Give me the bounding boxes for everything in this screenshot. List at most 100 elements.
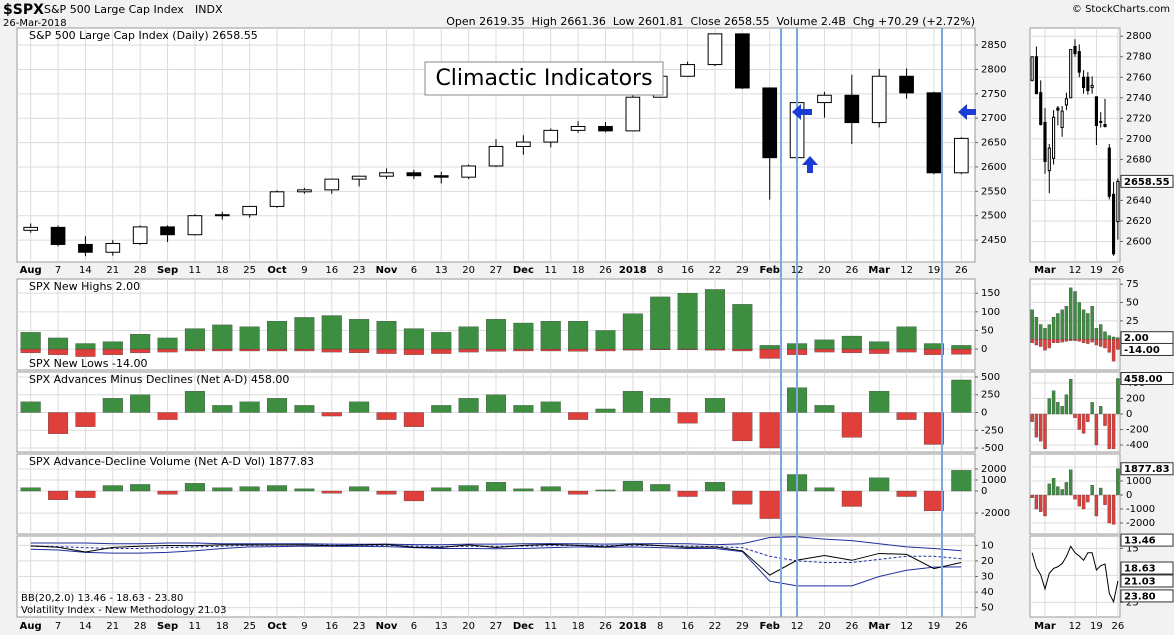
bar xyxy=(650,296,671,350)
candle-body xyxy=(871,75,887,124)
y-tick-label: 2550 xyxy=(981,186,1006,197)
panel-content xyxy=(17,28,975,262)
candle-body xyxy=(899,75,914,94)
bar xyxy=(1030,309,1034,340)
bar xyxy=(1086,413,1090,422)
bar xyxy=(75,490,96,498)
band-line xyxy=(30,536,962,552)
arrow xyxy=(792,104,812,120)
bar xyxy=(349,319,370,350)
bar xyxy=(595,330,616,350)
y-tick-label: 25 xyxy=(1126,316,1139,327)
candle-body xyxy=(1069,49,1073,99)
price-marker xyxy=(1120,561,1174,575)
candle-body xyxy=(1034,56,1039,95)
y-tick-label: 0 xyxy=(981,407,987,418)
candle-body xyxy=(735,33,750,89)
bar xyxy=(1039,494,1043,512)
line xyxy=(1031,545,1119,604)
x-tick-label: 16 xyxy=(325,265,338,276)
x-tick-label: 23 xyxy=(353,265,366,276)
x-tick-label: 26 xyxy=(599,621,612,632)
bar xyxy=(1047,398,1051,415)
bar xyxy=(951,345,972,350)
candle-body xyxy=(297,189,312,193)
bar xyxy=(48,348,69,355)
y-tick-label: 0 xyxy=(981,344,987,355)
bar xyxy=(239,401,260,413)
y-tick-label: 20 xyxy=(981,556,994,567)
candle-body xyxy=(23,226,39,231)
bar xyxy=(869,391,890,413)
bar xyxy=(1103,413,1107,426)
x-tick-label: 22 xyxy=(709,621,722,632)
bar xyxy=(677,293,698,350)
bar xyxy=(595,408,616,413)
x-tick-label: Aug xyxy=(20,265,42,276)
bar xyxy=(1073,339,1077,341)
bar xyxy=(1060,489,1064,496)
bar xyxy=(239,486,260,492)
bar xyxy=(513,488,534,492)
candle-body xyxy=(160,226,175,236)
bar xyxy=(321,490,342,494)
price-marker xyxy=(1120,462,1174,476)
bar xyxy=(431,332,452,350)
bar xyxy=(513,405,534,413)
bar xyxy=(568,412,589,420)
y-tick-label: 2740 xyxy=(1126,93,1151,104)
bar xyxy=(1107,339,1111,353)
x-tick-label: 26 xyxy=(599,265,612,276)
bar xyxy=(212,487,233,492)
x-tick-label: 12 xyxy=(791,621,804,632)
bar xyxy=(294,405,315,413)
bar xyxy=(732,412,753,442)
bar xyxy=(923,490,944,512)
x-tick-label: Oct xyxy=(267,621,286,632)
y-tick-label: 50 xyxy=(981,325,994,336)
bar xyxy=(1099,406,1103,415)
bar xyxy=(349,348,370,353)
x-tick-label: 2018 xyxy=(619,621,647,632)
bar xyxy=(568,320,589,350)
bar xyxy=(1099,339,1103,347)
bar xyxy=(1111,339,1116,362)
bar xyxy=(595,348,616,352)
series-label: SPX Advance-Decline Volume (Net A-D Vol)… xyxy=(29,455,314,468)
bar xyxy=(622,480,643,492)
bar xyxy=(677,348,698,351)
panel-content xyxy=(1030,536,1120,617)
bar xyxy=(20,348,41,353)
bar xyxy=(376,412,397,420)
x-tick-label: 25 xyxy=(243,265,256,276)
price-marker-label: 2.00 xyxy=(1124,333,1149,344)
candle-body xyxy=(598,125,613,132)
bar xyxy=(1116,378,1120,415)
bar xyxy=(1047,324,1051,340)
y-tick-label: -1000 xyxy=(1126,504,1155,515)
y-tick-label: -200 xyxy=(1126,425,1149,436)
bar xyxy=(431,348,452,354)
x-tick-label: 14 xyxy=(79,265,92,276)
candle-body xyxy=(1052,116,1056,159)
y-tick-label: 2450 xyxy=(981,235,1006,246)
bar xyxy=(157,490,178,495)
bar xyxy=(157,412,178,420)
x-tick-label: Dec xyxy=(513,621,534,632)
panel-content xyxy=(17,279,975,370)
bar xyxy=(321,412,342,417)
bar xyxy=(1107,494,1111,524)
price-marker-label: -14.00 xyxy=(1124,345,1160,356)
bar xyxy=(376,320,397,350)
x-tick-label: 29 xyxy=(736,265,749,276)
bar xyxy=(1043,413,1047,450)
bar xyxy=(622,313,643,350)
bar xyxy=(1077,413,1081,430)
x-tick-label: 27 xyxy=(490,621,503,632)
y-tick-label: 2680 xyxy=(1126,154,1151,165)
x-tick-label: 28 xyxy=(134,265,147,276)
x-tick-label: 6 xyxy=(411,621,417,632)
bar xyxy=(1043,328,1047,340)
x-tick-label: 12 xyxy=(1069,621,1082,632)
y-tick-label: 2850 xyxy=(981,40,1006,51)
